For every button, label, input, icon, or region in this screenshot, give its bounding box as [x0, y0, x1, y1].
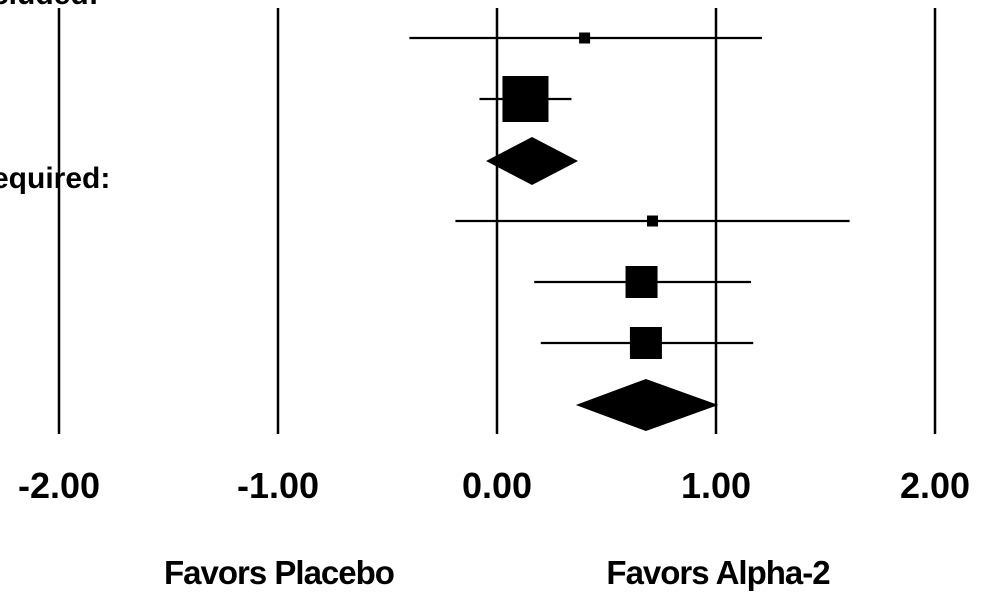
group-label-excluded: cluded: — [0, 0, 99, 11]
pooled-diamond-2 — [575, 379, 719, 431]
x-tick-label-0: -2.00 — [18, 465, 100, 506]
study-estimate-square-5 — [629, 327, 662, 359]
x-tick-label-4: 2.00 — [900, 465, 970, 506]
favors-right-label: Favors Alpha-2 — [606, 554, 830, 591]
pooled-diamond-1 — [486, 137, 579, 185]
x-tick-label-2: 0.00 — [462, 465, 532, 506]
x-tick-labels: -2.00 -1.00 0.00 1.00 2.00 — [18, 465, 970, 506]
x-tick-label-1: -1.00 — [237, 465, 319, 506]
group-label-required: equired: — [0, 162, 110, 195]
favors-left-label: Favors Placebo — [164, 554, 394, 591]
study-estimate-square-3 — [646, 215, 658, 227]
study-estimate-square-4 — [625, 266, 658, 298]
x-tick-label-3: 1.00 — [681, 465, 751, 506]
study-estimate-square-2 — [502, 76, 549, 122]
study-estimate-square-1 — [579, 32, 591, 44]
study-marks — [409, 32, 850, 431]
